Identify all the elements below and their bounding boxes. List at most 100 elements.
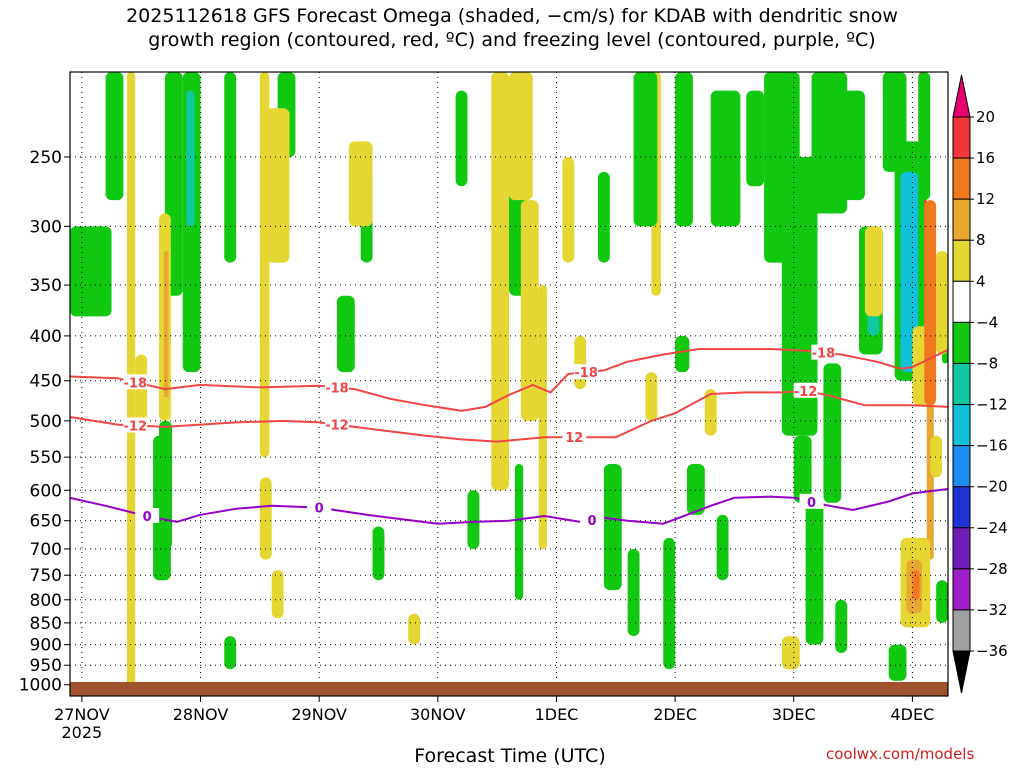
grid-lines — [70, 72, 948, 696]
contour-label: -12 — [124, 419, 148, 434]
plot-frame — [69, 71, 949, 697]
contour-label: 0 — [315, 502, 324, 517]
colorbar-swatch — [952, 362, 971, 406]
colorbar-label: −12 — [976, 396, 1008, 414]
credit-text: coolwx.com/models — [826, 745, 975, 763]
omega-shade-13 — [153, 435, 171, 581]
omega-shade-43 — [835, 599, 848, 654]
colorbar: 20 16 12 8 4 −4 −8 −12 −16 −20 −24 −28 −32 −36 — [952, 74, 1008, 694]
x-tick-label: 30NOV — [410, 705, 466, 724]
contour-label-bg — [562, 429, 587, 445]
colorbar-swatch — [952, 198, 971, 241]
contour-label: -12 — [794, 385, 818, 400]
omega-shade-41 — [811, 72, 848, 214]
chart-title: 2025112618 GFS Forecast Omega (shaded, −… — [0, 4, 1024, 52]
contour-label: 12 — [565, 431, 583, 446]
colorbar-swatch — [952, 527, 971, 570]
x-tick-label: 1DEC — [535, 705, 579, 724]
omega-shade-58 — [259, 477, 272, 560]
x-tick-sublabel: 2025 — [62, 723, 103, 742]
colorbar-swatch — [952, 280, 971, 323]
contour-label-bg — [123, 417, 148, 433]
colorbar-swatch — [952, 116, 971, 159]
omega-shade-76 — [912, 570, 920, 600]
contour-label: -18 — [574, 366, 598, 381]
omega-shade-11 — [70, 226, 112, 317]
colorbar-swatch — [952, 404, 971, 447]
y-tick-label: 800 — [30, 591, 62, 611]
title-line-1: 2025112618 GFS Forecast Omega (shaded, −… — [126, 5, 898, 27]
omega-shade-30 — [633, 72, 658, 227]
omega-shade-72 — [936, 250, 948, 355]
omega-shade-44 — [841, 90, 865, 201]
colorbar-swatch — [952, 445, 971, 488]
contour-label-bg — [135, 508, 160, 524]
omega-shade-69 — [864, 226, 883, 317]
x-tick-label: 27NOV — [54, 705, 110, 724]
colorbar-label: −16 — [976, 437, 1008, 455]
y-tick-label: 650 — [30, 512, 62, 532]
colorbar-label: 8 — [976, 231, 986, 249]
y-tick-label: 300 — [30, 217, 62, 237]
contour-label-bg — [324, 416, 349, 432]
omega-shade-26 — [514, 463, 524, 600]
omega-shade-67 — [704, 389, 717, 436]
colorbar-label: −36 — [976, 642, 1008, 660]
colorbar-label: −28 — [976, 560, 1008, 578]
contour-label-bg — [811, 344, 836, 360]
contour-label: 0 — [143, 510, 152, 525]
contour-label: 0 — [807, 496, 816, 511]
omega-shade-61 — [408, 613, 421, 645]
omega-shade-50 — [888, 644, 907, 681]
omega-shade-63 — [520, 200, 539, 421]
omega-shade-53 — [936, 580, 948, 623]
y-tick-label: 900 — [30, 636, 62, 656]
y-tick-label: 750 — [30, 566, 62, 586]
x-tick-label: 2DEC — [653, 705, 697, 724]
contour-lines: -18 -18 -18 -18 -12 -12 12 -12 0 0 0 0 — [70, 344, 948, 529]
colorbar-label: −24 — [976, 519, 1008, 537]
colorbar-swatch — [952, 239, 971, 282]
y-tick-label: 350 — [30, 276, 62, 296]
colorbar-label: 12 — [976, 190, 995, 208]
omega-shade-16 — [186, 90, 195, 227]
omega-shade-18 — [224, 636, 237, 670]
y-tick-label: 400 — [30, 327, 62, 347]
omega-shade-29 — [627, 548, 640, 637]
omega-shade-49 — [900, 171, 919, 373]
omega-shade-3 — [538, 285, 547, 549]
omega-shade-51 — [918, 72, 931, 201]
x-tick-label: 3DEC — [772, 705, 816, 724]
y-tick-label: 250 — [30, 148, 62, 168]
colorbar-label: −4 — [976, 313, 998, 331]
contour-label-bg — [793, 382, 818, 398]
y-tick-label: 500 — [30, 412, 62, 432]
omega-shade-2 — [491, 72, 509, 491]
omega-shade-24 — [467, 490, 480, 549]
contour-label: -18 — [325, 381, 349, 396]
x-tick-label: 28NOV — [173, 705, 229, 724]
contour-label-bg — [580, 511, 605, 527]
omega-shade-17 — [224, 72, 237, 263]
omega-shade-56 — [163, 250, 169, 398]
omega-shade-71 — [930, 435, 943, 478]
colorbar-bottom-arrow — [952, 650, 971, 694]
title-line-2: growth region (contoured, red, ºC) and f… — [148, 29, 876, 51]
omega-shade-34 — [686, 463, 705, 515]
omega-shade-40 — [793, 435, 812, 503]
colorbar-swatch — [952, 568, 971, 611]
contour-label: -18 — [812, 347, 836, 362]
omega-shade-35 — [710, 90, 741, 227]
colorbar-label: −32 — [976, 601, 1008, 619]
omega-shade-59 — [271, 570, 284, 619]
colorbar-label: −8 — [976, 354, 998, 372]
colorbar-swatch — [952, 609, 971, 652]
colorbar-label: 4 — [976, 272, 986, 290]
y-tick-label: 700 — [30, 540, 62, 560]
omega-shade-12 — [105, 72, 124, 201]
contour-label-bg — [799, 493, 824, 509]
omega-shade-42 — [823, 363, 842, 503]
omega-shade-60 — [348, 141, 373, 227]
